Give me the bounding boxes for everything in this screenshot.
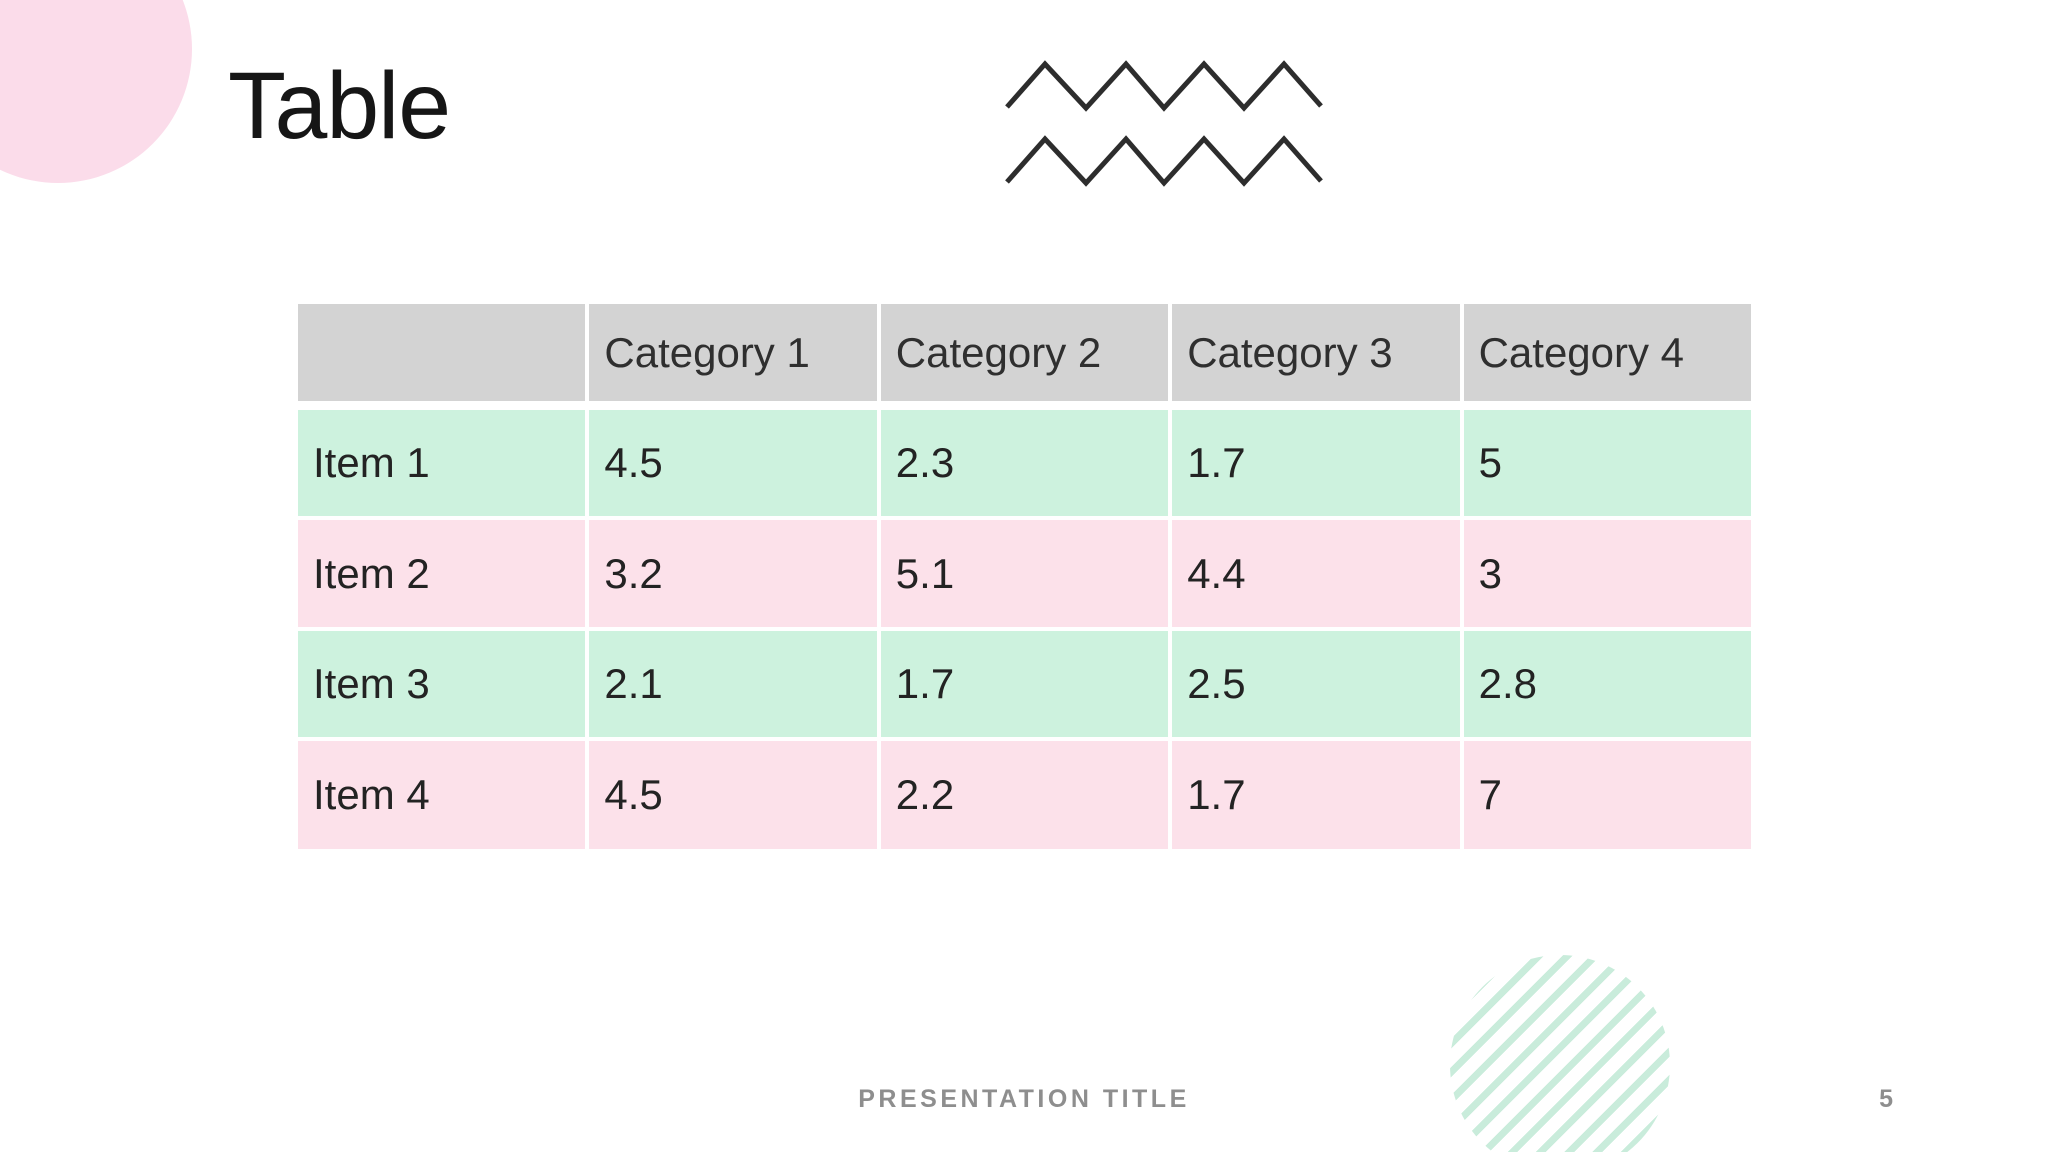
table-cell: 2.5 [1172,631,1460,737]
table-row-label: Item 4 [298,741,586,849]
table-cell: 7 [1463,741,1751,849]
table-cell: 5 [1463,410,1751,516]
footer-presentation-title: PRESENTATION TITLE [858,1085,1190,1113]
table-cell: 2.3 [880,410,1169,516]
table-cell: 4.5 [589,410,877,516]
table-header-cell: Category 2 [880,304,1169,401]
table-row-label: Item 1 [298,410,586,516]
table-cell: 1.7 [1172,410,1460,516]
table-cell: 2.1 [589,631,877,737]
table-cell: 5.1 [880,520,1169,627]
table-cell: 4.4 [1172,520,1460,627]
table-cell: 2.8 [1463,631,1751,737]
slide-title: Table [228,53,451,159]
pink-circle-decoration [0,0,192,183]
data-table: Category 1 Category 2 Category 3 Categor… [298,304,1751,849]
table-cell: 2.2 [880,741,1169,849]
table-cell: 3 [1463,520,1751,627]
table-header-cell: Category 3 [1172,304,1460,401]
table-row-label: Item 2 [298,520,586,627]
table-header-cell: Category 4 [1463,304,1751,401]
table-cell: 3.2 [589,520,877,627]
table-cell: 4.5 [589,741,877,849]
table-cell: 1.7 [1172,741,1460,849]
table-cell: 1.7 [880,631,1169,737]
striped-circle-decoration [1450,955,1670,1152]
table-row-label: Item 3 [298,631,586,737]
page-number: 5 [1879,1085,1893,1113]
table-header-cell [298,304,586,401]
zigzag-icon [1005,60,1323,187]
table-header-cell: Category 1 [589,304,877,401]
